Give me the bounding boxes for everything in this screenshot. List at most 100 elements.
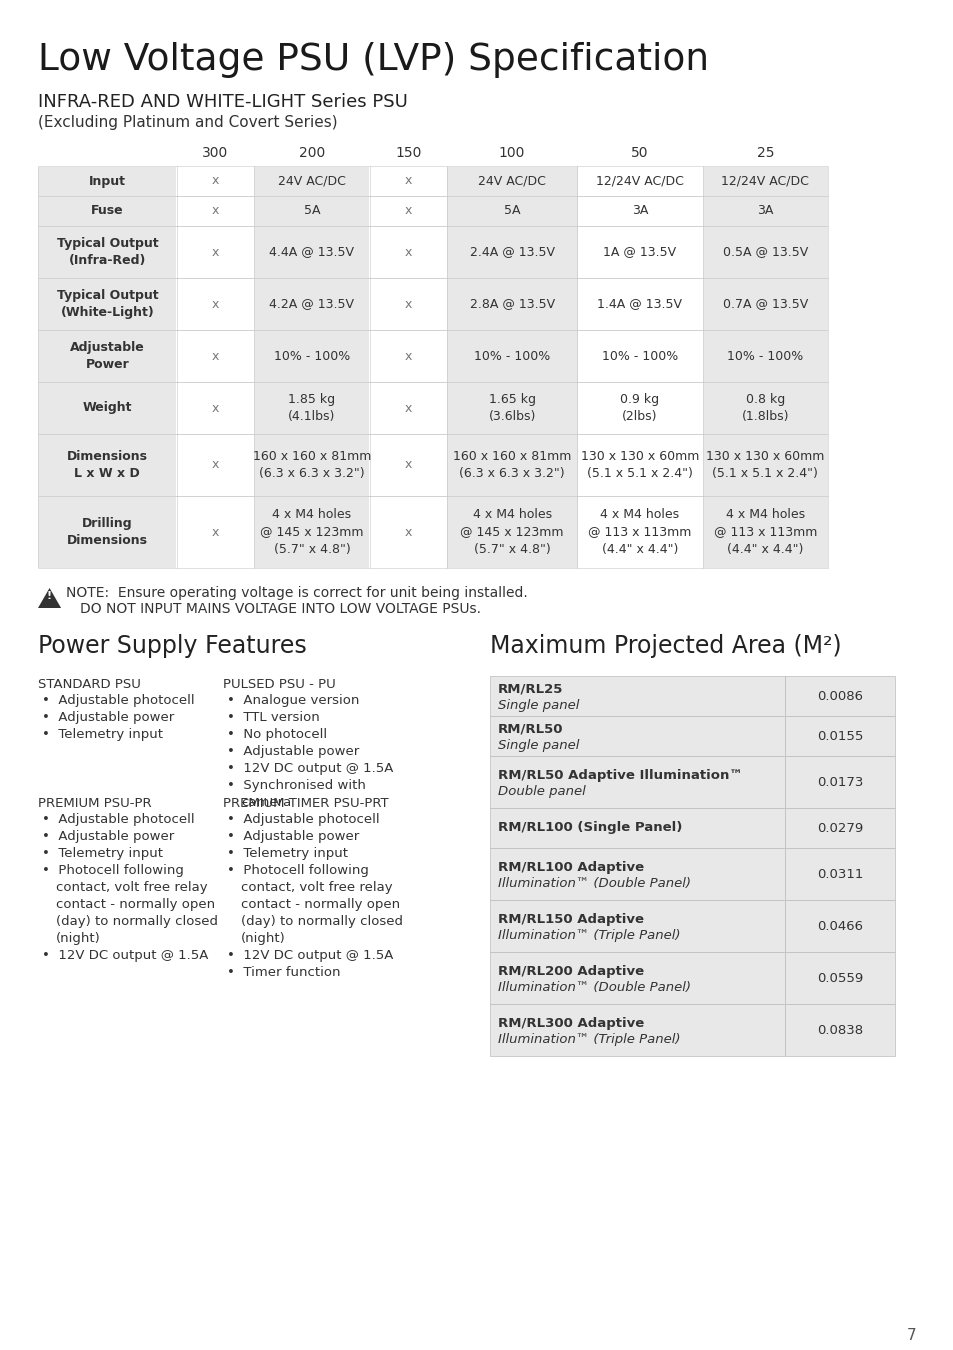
Text: 100: 100 — [498, 146, 525, 161]
Text: Weight: Weight — [83, 401, 132, 414]
Text: INFRA-RED AND WHITE-LIGHT Series PSU: INFRA-RED AND WHITE-LIGHT Series PSU — [38, 93, 408, 111]
Text: RM/RL50 Adaptive Illumination™: RM/RL50 Adaptive Illumination™ — [497, 768, 741, 782]
Text: 3A: 3A — [757, 204, 773, 217]
Text: 4.4A @ 13.5V: 4.4A @ 13.5V — [269, 246, 355, 258]
Text: RM/RL300 Adaptive: RM/RL300 Adaptive — [497, 1017, 643, 1030]
Text: x: x — [212, 204, 219, 217]
Bar — [447, 435, 576, 495]
Bar — [38, 197, 176, 225]
Bar — [38, 278, 176, 329]
Text: Illumination™ (Double Panel): Illumination™ (Double Panel) — [497, 876, 690, 890]
Bar — [370, 225, 447, 278]
Bar — [253, 495, 370, 568]
Text: RM/RL100 (Single Panel): RM/RL100 (Single Panel) — [497, 822, 681, 834]
Bar — [490, 1004, 784, 1056]
Text: •  Adjustable photocell: • Adjustable photocell — [42, 813, 194, 826]
Bar — [38, 382, 176, 433]
Bar — [254, 278, 369, 329]
Text: 24V AC/DC: 24V AC/DC — [477, 174, 545, 188]
Bar — [784, 756, 894, 809]
Text: x: x — [212, 297, 219, 310]
Text: Illumination™ (Double Panel): Illumination™ (Double Panel) — [497, 980, 690, 994]
Text: NOTE:  Ensure operating voltage is correct for unit being installed.: NOTE: Ensure operating voltage is correc… — [66, 586, 527, 599]
Text: Power Supply Features: Power Supply Features — [38, 634, 307, 657]
Bar — [370, 196, 447, 225]
Bar — [177, 382, 253, 433]
Text: RM/RL25: RM/RL25 — [497, 683, 563, 695]
Text: RM/RL100 Adaptive: RM/RL100 Adaptive — [497, 860, 643, 873]
Bar — [702, 382, 827, 433]
Bar — [176, 278, 253, 329]
Bar — [370, 382, 447, 433]
Bar — [254, 435, 369, 495]
Text: 50: 50 — [631, 146, 648, 161]
Bar — [490, 756, 784, 809]
Bar — [702, 278, 827, 329]
Text: 10% - 100%: 10% - 100% — [726, 350, 802, 363]
Text: •  Telemetry input: • Telemetry input — [227, 846, 348, 860]
Bar — [702, 331, 827, 382]
Bar — [702, 433, 827, 495]
Bar — [177, 197, 253, 225]
Text: !: ! — [47, 591, 52, 601]
Text: DO NOT INPUT MAINS VOLTAGE INTO LOW VOLTAGE PSUs.: DO NOT INPUT MAINS VOLTAGE INTO LOW VOLT… — [80, 602, 480, 616]
Text: x: x — [212, 246, 219, 258]
Text: 5A: 5A — [503, 204, 519, 217]
Bar — [447, 278, 576, 329]
Text: 160 x 160 x 81mm
(6.3 x 6.3 x 3.2"): 160 x 160 x 81mm (6.3 x 6.3 x 3.2") — [253, 450, 371, 481]
Text: Double panel: Double panel — [497, 784, 585, 798]
Text: contact, volt free relay: contact, volt free relay — [56, 882, 208, 894]
Text: 4.2A @ 13.5V: 4.2A @ 13.5V — [269, 297, 355, 310]
Bar — [177, 227, 253, 278]
Bar — [370, 495, 447, 568]
Bar — [577, 331, 701, 382]
Bar — [176, 225, 253, 278]
Bar — [254, 331, 369, 382]
Bar — [702, 196, 827, 225]
Text: •  Adjustable power: • Adjustable power — [227, 745, 359, 757]
Bar — [253, 278, 370, 329]
Text: Illumination™ (Triple Panel): Illumination™ (Triple Panel) — [497, 1033, 679, 1045]
Bar — [784, 952, 894, 1004]
Text: 10% - 100%: 10% - 100% — [601, 350, 678, 363]
Bar — [784, 900, 894, 952]
Bar — [702, 329, 827, 382]
Bar — [38, 166, 176, 196]
Text: x: x — [404, 204, 412, 217]
Text: •  Adjustable power: • Adjustable power — [42, 830, 174, 842]
Bar — [577, 433, 702, 495]
Text: •  12V DC output @ 1.5A: • 12V DC output @ 1.5A — [227, 949, 393, 963]
Text: Single panel: Single panel — [497, 698, 578, 711]
Text: 150: 150 — [395, 146, 421, 161]
Text: •  Adjustable photocell: • Adjustable photocell — [42, 694, 194, 707]
Text: Low Voltage PSU (LVP) Specification: Low Voltage PSU (LVP) Specification — [38, 42, 708, 78]
Bar — [177, 166, 253, 196]
Bar — [702, 382, 827, 433]
Text: 1.4A @ 13.5V: 1.4A @ 13.5V — [597, 297, 681, 310]
Text: (day) to normally closed: (day) to normally closed — [241, 915, 402, 927]
Bar — [177, 278, 253, 329]
Bar — [490, 716, 784, 756]
Text: contact - normally open: contact - normally open — [56, 898, 214, 911]
Bar — [177, 435, 253, 495]
Text: •  No photocell: • No photocell — [227, 728, 327, 741]
Text: 0.0466: 0.0466 — [816, 919, 862, 933]
Text: x: x — [212, 350, 219, 363]
Bar — [447, 497, 576, 567]
Bar — [254, 382, 369, 433]
Text: 0.0279: 0.0279 — [816, 822, 862, 834]
Text: 5A: 5A — [303, 204, 320, 217]
Bar — [784, 676, 894, 716]
Bar — [447, 225, 577, 278]
Text: RM/RL150 Adaptive: RM/RL150 Adaptive — [497, 913, 643, 926]
Text: 130 x 130 x 60mm
(5.1 x 5.1 x 2.4"): 130 x 130 x 60mm (5.1 x 5.1 x 2.4") — [580, 450, 699, 481]
Text: 0.0838: 0.0838 — [816, 1023, 862, 1037]
Text: x: x — [212, 174, 219, 188]
Bar — [577, 278, 702, 329]
Bar — [702, 495, 827, 568]
Text: 200: 200 — [298, 146, 325, 161]
Bar — [577, 382, 702, 433]
Text: 130 x 130 x 60mm
(5.1 x 5.1 x 2.4"): 130 x 130 x 60mm (5.1 x 5.1 x 2.4") — [705, 450, 823, 481]
Text: 0.0155: 0.0155 — [816, 729, 862, 742]
Text: •  Photocell following: • Photocell following — [42, 864, 184, 878]
